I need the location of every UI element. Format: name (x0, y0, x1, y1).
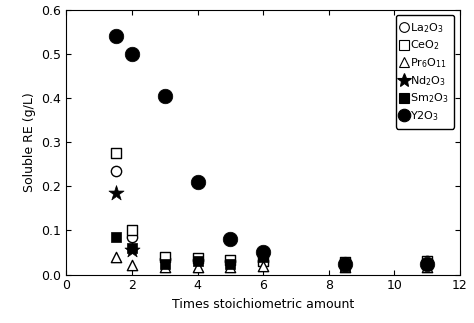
Point (227, 264, 234, 269)
Point (128, 248, 136, 253)
Point (259, 250, 267, 255)
X-axis label: Times stoichiometric amount: Times stoichiometric amount (172, 298, 354, 311)
Point (227, 237, 234, 242)
Point (161, 93, 168, 98)
Point (194, 255, 201, 260)
Point (112, 168, 119, 173)
Point (423, 259, 431, 264)
Point (128, 228, 136, 233)
Point (341, 263, 349, 268)
Point (161, 254, 168, 259)
Point (161, 264, 168, 269)
Point (341, 261, 349, 266)
Point (227, 261, 234, 266)
Point (112, 190, 119, 195)
Point (341, 264, 349, 269)
Point (112, 151, 119, 156)
Point (112, 254, 119, 259)
Y-axis label: Soluble RE (g/L): Soluble RE (g/L) (23, 92, 36, 192)
Legend: La$_2$O$_3$, CeO$_2$, Pr$_6$O$_{11}$, Nd$_2$O$_3$, Sm$_2$O$_3$, Y2O$_3$: La$_2$O$_3$, CeO$_2$, Pr$_6$O$_{11}$, Nd… (396, 15, 454, 129)
Point (161, 256, 168, 262)
Point (227, 258, 234, 263)
Point (259, 259, 267, 264)
Point (423, 261, 431, 266)
Point (128, 262, 136, 267)
Point (194, 257, 201, 263)
Point (128, 245, 136, 251)
Point (423, 261, 431, 266)
Point (259, 254, 267, 259)
Point (259, 263, 267, 268)
Point (128, 234, 136, 240)
Point (194, 259, 201, 264)
Point (194, 264, 201, 269)
Point (112, 34, 119, 39)
Point (341, 261, 349, 266)
Point (423, 264, 431, 269)
Point (161, 261, 168, 266)
Point (259, 259, 267, 264)
Point (423, 259, 431, 264)
Point (341, 260, 349, 265)
Point (128, 51, 136, 57)
Point (112, 234, 119, 240)
Point (194, 179, 201, 184)
Point (227, 259, 234, 264)
